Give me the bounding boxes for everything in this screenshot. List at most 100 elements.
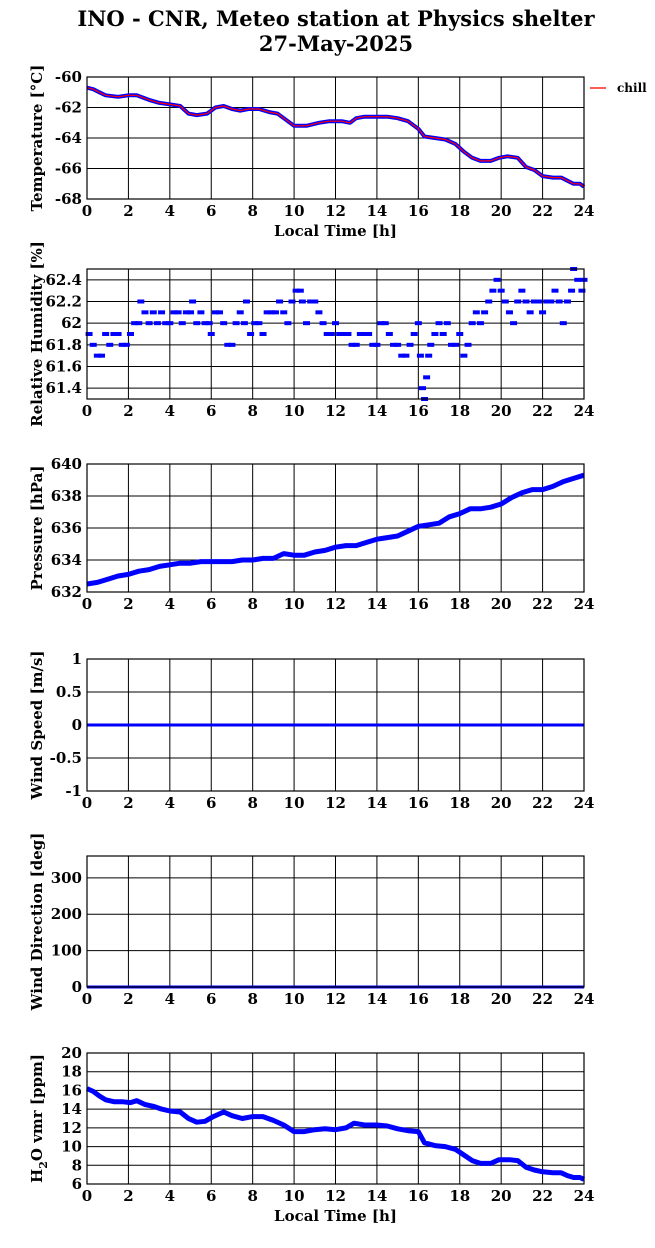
h2o-vmr-series-line: [85, 1086, 586, 1182]
humidity-point: [406, 342, 414, 347]
humidity-point: [85, 332, 93, 336]
x-tick-label: 12: [325, 990, 346, 1008]
y-axis-label: Wind Direction [deg]: [28, 833, 46, 1012]
plot-frame: [86, 76, 585, 200]
humidity-point: [481, 310, 489, 315]
humidity-point: [352, 342, 360, 347]
humidity-point: [166, 321, 174, 326]
pressure-series-line: [86, 472, 585, 587]
humidity-point: [189, 299, 197, 304]
y-tick-label: -64: [55, 129, 82, 147]
x-tick-label: 2: [123, 1187, 133, 1205]
humidity-point: [319, 321, 327, 326]
humidity-point: [385, 332, 393, 336]
y-tick-label: 16: [61, 1081, 82, 1099]
humidity-point: [216, 310, 224, 315]
humidity-point: [416, 353, 424, 358]
humidity-point: [97, 353, 105, 358]
humidity-point: [267, 310, 275, 315]
y-tick-label: -1: [65, 782, 82, 800]
humidity-point: [114, 332, 122, 336]
x-tick-label: 16: [408, 1187, 429, 1205]
y-tick-label: 1: [72, 650, 82, 668]
x-tick-label: 12: [325, 794, 346, 812]
x-tick-label: 18: [449, 202, 470, 220]
humidity-point: [398, 353, 406, 358]
humidity-point: [443, 321, 451, 326]
humidity-point: [348, 342, 356, 347]
y-tick-label: 636: [51, 519, 82, 537]
humidity-point: [460, 353, 468, 358]
y-tick-label: 638: [51, 487, 82, 505]
y-axis-label: Relative Humidity [%]: [28, 241, 46, 427]
y-tick-label: -62: [55, 99, 82, 117]
x-tick-label: 22: [532, 1187, 553, 1205]
plot-frame: [86, 1052, 585, 1185]
y-tick-label: 300: [51, 869, 82, 887]
y-tick-label: -66: [55, 160, 82, 178]
humidity-point: [187, 310, 195, 315]
humidity-point: [131, 321, 139, 326]
plot-frame: [86, 463, 585, 593]
humidity-point: [425, 353, 433, 358]
humidity-point: [207, 332, 215, 336]
y-tick-label: -68: [55, 190, 82, 208]
x-tick-label: 24: [574, 990, 595, 1008]
x-tick-label: 12: [325, 202, 346, 220]
humidity-point: [360, 332, 368, 336]
humidity-point: [93, 353, 101, 358]
humidity-point: [476, 321, 484, 326]
y-tick-label: 14: [61, 1100, 82, 1118]
humidity-point: [137, 299, 145, 304]
x-tick-label: 2: [123, 402, 133, 420]
x-tick-label: 8: [247, 595, 257, 613]
humidity-point: [559, 321, 567, 326]
x-tick-label: 10: [284, 794, 305, 812]
y-tick-label: 634: [51, 551, 82, 569]
humidity-point: [288, 299, 296, 304]
x-tick-label: 10: [284, 402, 305, 420]
x-tick-label: 20: [491, 402, 512, 420]
x-tick-label: 22: [532, 402, 553, 420]
humidity-point: [311, 299, 319, 304]
panel-pressure: 0 2 4 6 8 10 12 14 16 18 20 22 24632634636638640Pres…: [28, 455, 594, 613]
humidity-point: [296, 288, 304, 293]
y-tick-label: 100: [51, 942, 82, 960]
humidity-point: [547, 299, 555, 304]
humidity-point: [197, 310, 205, 315]
humidity-point: [153, 321, 161, 326]
x-tick-label: 8: [247, 402, 257, 420]
humidity-point: [162, 321, 170, 326]
humidity-point: [323, 332, 331, 336]
humidity-point: [255, 321, 263, 326]
x-tick-label: 14: [366, 202, 387, 220]
humidity-point: [418, 386, 426, 391]
humidity-point: [485, 299, 493, 304]
humidity-point: [242, 299, 250, 304]
x-tick-label: 24: [574, 794, 595, 812]
humidity-point: [555, 299, 563, 304]
x-tick-label: 24: [574, 595, 595, 613]
chill-series-line: [86, 87, 585, 188]
x-tick-label: 14: [366, 794, 387, 812]
humidity-point: [534, 299, 542, 304]
humidity-point: [251, 321, 259, 326]
x-tick-label: 14: [366, 402, 387, 420]
x-tick-label: 14: [366, 990, 387, 1008]
humidity-point: [435, 321, 443, 326]
y-tick-label: 6: [72, 1175, 82, 1193]
humidity-point: [427, 342, 435, 347]
humidity-point: [493, 277, 501, 282]
y-tick-label: 10: [61, 1138, 82, 1156]
x-tick-label: 0: [82, 990, 92, 1008]
x-tick-label: 6: [206, 990, 216, 1008]
x-tick-label: 8: [247, 1187, 257, 1205]
x-tick-label: 0: [82, 794, 92, 812]
humidity-point: [452, 342, 460, 347]
humidity-point: [530, 299, 538, 304]
humidity-point: [158, 310, 166, 315]
y-tick-label: 62.4: [45, 271, 82, 289]
humidity-point: [373, 342, 381, 347]
humidity-point: [170, 310, 178, 315]
x-tick-label: 4: [165, 595, 175, 613]
